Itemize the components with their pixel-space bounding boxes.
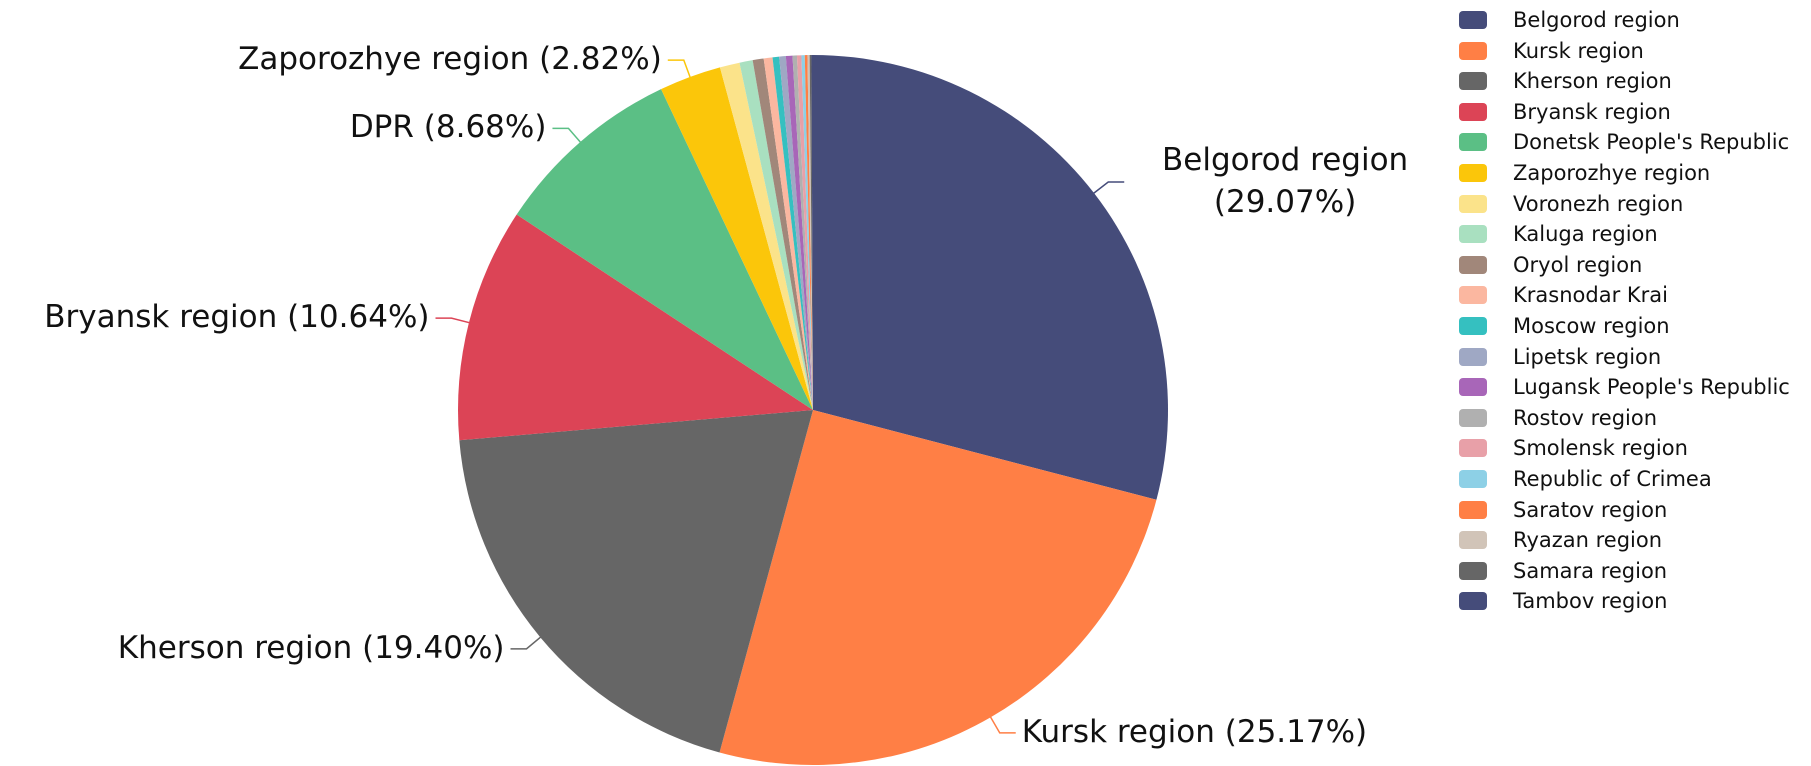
legend-label: Kherson region xyxy=(1513,69,1672,94)
data-label: Kursk region (25.17%) xyxy=(1021,713,1368,750)
legend-label: Tambov region xyxy=(1513,589,1668,614)
legend-swatch xyxy=(1459,286,1487,305)
legend-swatch xyxy=(1459,317,1487,335)
pie-slice xyxy=(516,89,813,410)
legend-swatch xyxy=(1459,561,1487,580)
legend-swatch xyxy=(1459,408,1487,427)
leader-line xyxy=(510,634,544,650)
pie-slice xyxy=(752,58,813,411)
pie-slice xyxy=(772,56,813,410)
pie-slice xyxy=(813,55,1168,500)
legend-swatch xyxy=(1459,255,1487,274)
leader-line xyxy=(435,317,473,325)
legend-label: Republic of Crimea xyxy=(1513,467,1712,491)
legend-swatch xyxy=(1459,225,1487,244)
pie-slice xyxy=(809,55,813,411)
pie-slice xyxy=(804,55,813,411)
legend-swatch xyxy=(1459,194,1487,213)
legend-swatch xyxy=(1459,500,1487,519)
legend-swatch xyxy=(1459,531,1487,550)
legend-label: Samara region xyxy=(1513,558,1668,583)
pie-slice xyxy=(779,56,813,410)
legend-label: Smolensk region xyxy=(1513,436,1688,461)
legend-swatch xyxy=(1459,133,1487,152)
legend-label: Oryol region xyxy=(1513,252,1643,277)
data-label: Kherson region (19.40%) xyxy=(117,629,505,666)
legend-swatch xyxy=(1459,347,1487,366)
legend-swatch xyxy=(1459,592,1487,611)
data-label: Belgorod region (29.07%) xyxy=(1162,142,1409,221)
legend-label: Kaluga region xyxy=(1513,222,1658,247)
legend-label: Donetsk People's Republic xyxy=(1513,130,1790,155)
legend-label: Bryansk region xyxy=(1513,99,1671,124)
legend-label: Zaporozhye region xyxy=(1513,161,1711,185)
legend-swatch xyxy=(1459,102,1487,121)
legend-swatch xyxy=(1459,41,1487,60)
pie-slice xyxy=(811,55,813,410)
legend-swatch xyxy=(1459,439,1487,458)
legend-swatch xyxy=(1459,378,1487,397)
legend-swatch xyxy=(1459,72,1487,91)
pie-slice xyxy=(785,55,813,410)
pie-slice xyxy=(459,410,813,753)
data-label: Zaporozhye region (2.82%) xyxy=(238,41,662,78)
pie-slice xyxy=(792,55,813,411)
leader-line xyxy=(667,59,693,81)
legend-label: Lugansk People's Republic xyxy=(1513,375,1790,400)
legend-label: Voronezh region xyxy=(1513,191,1684,216)
legend-label: Ryazan region xyxy=(1513,528,1663,553)
legend-swatch xyxy=(1459,164,1487,182)
pie-slice xyxy=(801,55,813,411)
data-label: DPR (8.68%) xyxy=(349,109,547,146)
pie-slice xyxy=(796,55,813,411)
legend-label: Krasnodar Krai xyxy=(1513,283,1668,308)
data-label: Bryansk region (10.64%) xyxy=(44,299,430,336)
legend-label: Belgorod region xyxy=(1513,8,1680,32)
legend-label: Rostov region xyxy=(1513,405,1658,430)
legend-label: Saratov region xyxy=(1513,497,1668,522)
legend-swatch xyxy=(1459,11,1487,29)
pie-slice xyxy=(719,410,1157,765)
leader-line xyxy=(988,713,1016,734)
legend-swatch xyxy=(1459,470,1487,488)
leader-line xyxy=(1090,181,1125,197)
legend-label: Lipetsk region xyxy=(1513,344,1662,369)
pie-slice xyxy=(763,57,813,411)
pie-slice xyxy=(739,60,813,411)
legend-label: Moscow region xyxy=(1513,314,1670,338)
pie-slice xyxy=(807,55,813,410)
leader-line xyxy=(552,127,584,146)
pie-slice xyxy=(661,67,813,410)
pie-slice xyxy=(458,214,813,441)
pie-slice xyxy=(719,62,813,410)
legend-label: Kursk region xyxy=(1513,38,1644,63)
